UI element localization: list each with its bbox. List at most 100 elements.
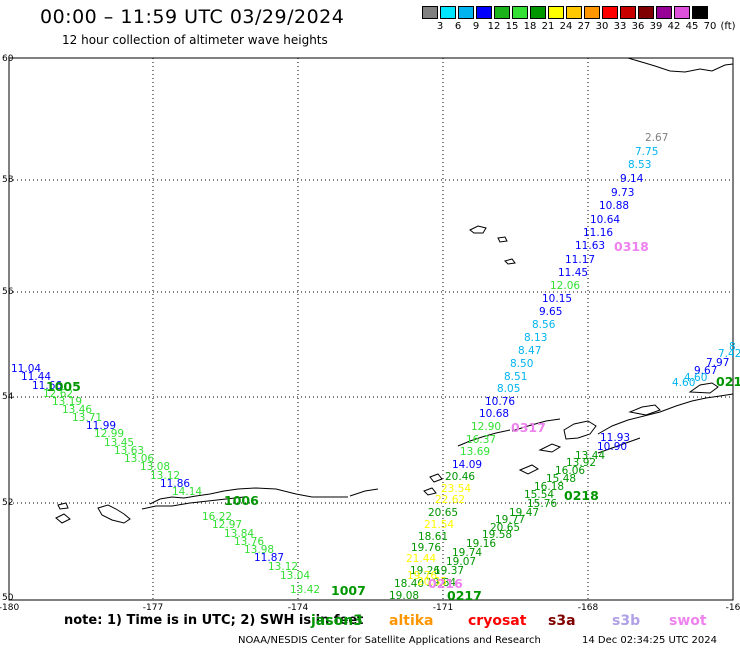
colorbar-label: 24 <box>559 21 573 32</box>
pass-time-marker: 1007 <box>331 583 366 598</box>
wave-height-value: 9.73 <box>611 187 634 199</box>
wave-height-value: 12.62 <box>43 388 73 400</box>
wave-height-value: 7.97 <box>706 357 729 369</box>
wave-height-value: 13.98 <box>244 544 274 556</box>
pass-time-marker: 1006 <box>224 493 259 508</box>
wave-height-value: 11.66 <box>32 380 62 392</box>
wave-height-value: 16.18 <box>534 481 564 493</box>
colorbar-swatch <box>512 6 528 19</box>
wave-height-value: 19.16 <box>466 538 496 550</box>
wave-height-value: 20.35 <box>417 576 447 588</box>
colorbar-label: 33 <box>613 21 627 32</box>
colorbar-swatch <box>476 6 492 19</box>
wave-height-value: 13.12 <box>268 561 298 573</box>
wave-height-value: 19.08 <box>389 590 419 602</box>
wave-height-value: 10.76 <box>485 396 515 408</box>
wave-height-value: 19.26 <box>410 565 440 577</box>
wave-height-value: 12.97 <box>212 519 242 531</box>
wave-height-value: 13.42 <box>290 584 320 596</box>
wave-height-value: 13.45 <box>104 437 134 449</box>
wave-height-value: 13.08 <box>140 461 170 473</box>
wave-height-value: 12.90 <box>471 421 501 433</box>
longitude-label: -177 <box>143 603 163 613</box>
wave-height-value: 13.63 <box>114 445 144 457</box>
wave-height-value: 13.71 <box>72 412 102 424</box>
wave-height-value: 21.54 <box>424 519 454 531</box>
wave-height-value: 7.42 <box>718 348 740 360</box>
wave-height-value: 16.22 <box>202 511 232 523</box>
colorbar-unit: (ft) <box>720 21 736 32</box>
wave-height-value: 20.65 <box>490 522 520 534</box>
wave-height-value: 16.37 <box>466 434 496 446</box>
wave-height-value: 10.15 <box>542 293 572 305</box>
wave-height-value: 2.67 <box>645 132 668 144</box>
generated-timestamp: 14 Dec 02:34:25 UTC 2024 <box>582 635 717 646</box>
wave-height-value: 9.14 <box>620 173 644 185</box>
colorbar-swatch <box>530 6 546 19</box>
wave-height-value: 21.44 <box>406 553 436 565</box>
wave-height-value: 11.87 <box>254 552 284 564</box>
colorbar-swatch <box>458 6 474 19</box>
wave-height-value: 19.07 <box>446 556 476 568</box>
wave-height-value: 13.19 <box>52 396 82 408</box>
satellite-legend-item: s3b <box>612 613 641 629</box>
colorbar-label: 36 <box>631 21 645 32</box>
wave-height-value: 16.06 <box>555 465 585 477</box>
colorbar-label: 45 <box>685 21 699 32</box>
wave-height-value: 19.76 <box>411 542 441 554</box>
latitude-label: 52 <box>2 498 13 508</box>
wave-height-value: 8.05 <box>497 383 520 395</box>
latitude-label: 56 <box>2 287 14 297</box>
wave-height-value: 20.46 <box>445 471 475 483</box>
colorbar-swatch <box>494 6 510 19</box>
wave-height-value: 8.53 <box>628 159 651 171</box>
colorbar-swatch <box>638 6 654 19</box>
wave-height-value: 13.69 <box>460 446 490 458</box>
colorbar-swatch <box>692 6 708 19</box>
wave-height-value: 11.63 <box>575 240 605 252</box>
pass-time-marker: 0217 <box>447 588 482 603</box>
colorbar-swatch <box>584 6 600 19</box>
wave-height-value: 11.45 <box>558 267 588 279</box>
wave-height-value: 10.88 <box>599 200 629 212</box>
satellite-legend-item: jason3 <box>311 613 363 629</box>
wave-height-value: 13.44 <box>575 450 605 462</box>
colorbar-label: 39 <box>649 21 663 32</box>
wave-height-value: 11.44 <box>21 371 51 383</box>
wave-height-value: 19.58 <box>482 529 512 541</box>
colorbar-swatch <box>422 6 438 19</box>
wave-height-value: 8.47 <box>518 345 541 357</box>
wave-height-value: 14.09 <box>452 459 482 471</box>
wave-height-value: 11.99 <box>86 420 116 432</box>
satellite-legend-item: altika <box>389 613 434 629</box>
wave-height-value: 19.47 <box>509 507 539 519</box>
satellite-legend-item: cryosat <box>468 613 527 629</box>
map-frame <box>8 57 734 601</box>
pass-time-marker: 0318 <box>614 239 649 254</box>
wave-height-value: 19.74 <box>452 547 482 559</box>
pass-time-marker: 0317 <box>511 420 546 435</box>
wave-height-value: 13.12 <box>150 470 180 482</box>
wave-height-value: 11.16 <box>583 227 613 239</box>
wave-height-value: 12.06 <box>550 280 580 292</box>
pass-time-marker: 1005 <box>46 379 81 394</box>
longitude-label: -171 <box>433 603 453 613</box>
gridlines <box>9 58 733 600</box>
wave-height-value: 19.77 <box>495 514 525 526</box>
wave-height-value: 8.51 <box>504 371 527 383</box>
colorbar-swatch <box>548 6 564 19</box>
wave-height-value: 13.84 <box>224 528 254 540</box>
colorbar-swatch <box>674 6 690 19</box>
colorbar-label: 9 <box>472 21 480 32</box>
colorbar-label: 30 <box>595 21 609 32</box>
wave-height-value: 10.64 <box>590 214 620 226</box>
wave-height-value: 19.84 <box>426 577 456 589</box>
wave-height-value: 10.90 <box>597 441 627 453</box>
colorbar-label: 15 <box>505 21 519 32</box>
wave-height-value: 22.62 <box>435 494 465 506</box>
longitude-label: -174 <box>288 603 309 613</box>
colorbar-label: 6 <box>454 21 462 32</box>
wave-height-value: 11.93 <box>600 432 630 444</box>
